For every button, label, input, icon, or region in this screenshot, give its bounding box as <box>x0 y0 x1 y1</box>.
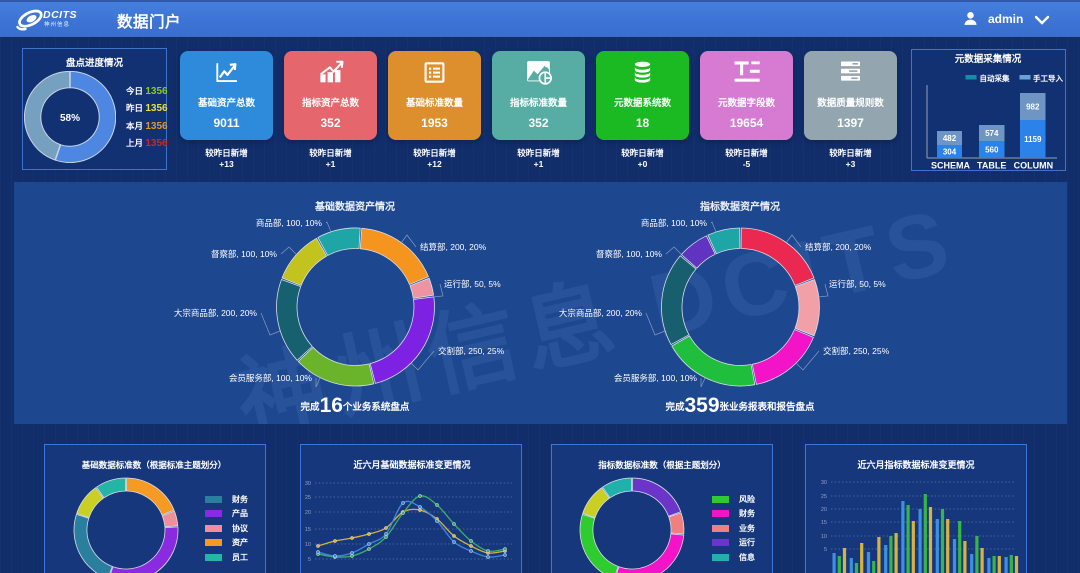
svg-text:58%: 58% <box>60 113 80 124</box>
